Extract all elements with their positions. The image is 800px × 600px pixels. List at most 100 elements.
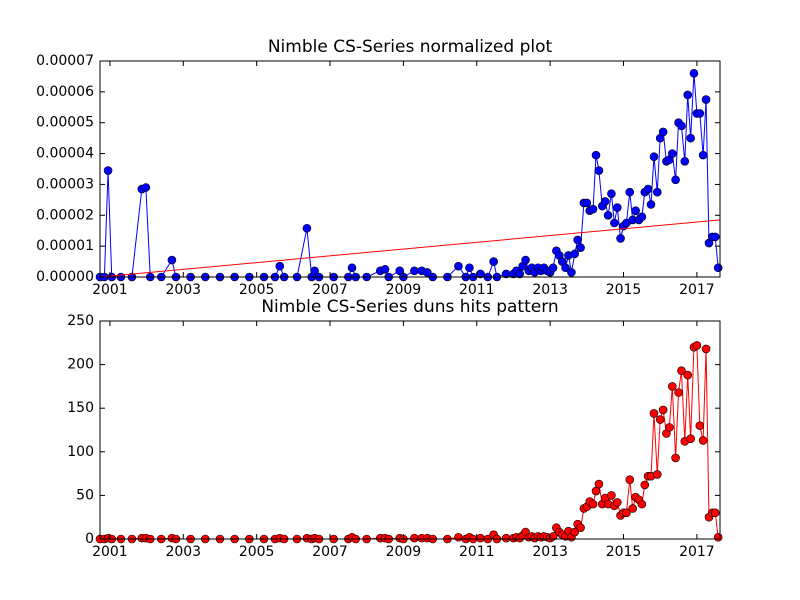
data-point: [677, 366, 686, 376]
data-point: [649, 409, 659, 418]
data-point: [567, 268, 576, 277]
data-point: [548, 263, 558, 273]
y-tick-label: 0.00003: [36, 176, 94, 192]
data-point: [698, 436, 708, 445]
data-point: [588, 204, 598, 214]
y-tick-label: 0.00006: [36, 84, 94, 100]
data-point: [637, 499, 647, 509]
data-point: [652, 470, 662, 479]
data-point: [671, 453, 680, 463]
data-point: [674, 388, 683, 397]
data-point: [501, 533, 511, 543]
y-tick-label: 200: [67, 357, 94, 373]
data-point: [695, 421, 705, 430]
data-point: [668, 382, 677, 391]
data-point: [695, 109, 705, 118]
plot-area: [95, 69, 723, 282]
data-point: [521, 255, 530, 265]
data-point: [594, 479, 604, 489]
x-tick-label: 2017: [679, 544, 715, 560]
data-point: [570, 249, 580, 259]
data-point: [631, 206, 640, 215]
data-point: [347, 263, 357, 273]
data-point: [701, 95, 711, 104]
data-point: [603, 210, 613, 220]
data-point: [698, 150, 708, 160]
y-tick-label: 0.00002: [36, 207, 94, 223]
y-tick-label: 150: [67, 400, 94, 416]
data-point: [658, 127, 668, 137]
data-point: [607, 189, 616, 198]
data-point: [410, 533, 419, 543]
data-point: [680, 156, 690, 166]
y-tick-label: 0.00001: [36, 238, 94, 254]
x-tick-label: 2011: [459, 544, 495, 560]
data-point: [548, 532, 558, 541]
data-point: [710, 508, 720, 518]
x-tick-label: 2003: [165, 544, 201, 560]
x-tick-label: 2001: [92, 282, 128, 298]
data-point: [576, 523, 585, 532]
data-point: [671, 175, 680, 185]
data-point: [713, 263, 723, 273]
y-tick-label: 0.00007: [36, 53, 94, 69]
data-point: [515, 269, 524, 279]
data-point: [454, 532, 463, 542]
x-tick-label: 2015: [606, 282, 642, 298]
chart-title: Nimble CS-Series normalized plot: [268, 37, 553, 57]
data-point: [454, 261, 463, 271]
data-point: [640, 480, 650, 490]
data-point: [692, 341, 702, 350]
data-point: [612, 498, 622, 507]
data-point: [710, 232, 720, 242]
y-tick-label: 100: [67, 444, 94, 460]
data-point: [658, 405, 668, 415]
x-tick-label: 2013: [532, 282, 568, 298]
data-point: [380, 264, 390, 274]
data-point: [677, 121, 686, 131]
data-point: [652, 187, 662, 197]
data-point: [167, 255, 177, 265]
data-point: [310, 266, 319, 276]
data-point: [612, 203, 622, 212]
data-point: [103, 166, 113, 175]
x-tick-label: 2007: [312, 544, 348, 560]
data-point: [561, 263, 570, 273]
data-point: [610, 218, 619, 228]
plot-area: [95, 341, 723, 544]
data-point: [713, 532, 723, 542]
data-point: [625, 187, 635, 197]
data-point: [637, 212, 647, 222]
data-point: [476, 533, 485, 543]
data-point: [668, 149, 677, 158]
data-point: [489, 257, 498, 266]
data-point: [582, 198, 592, 208]
series-line: [99, 219, 721, 278]
data-point: [576, 243, 585, 252]
chart-title: Nimble CS-Series duns hits pattern: [261, 297, 558, 317]
data-point: [665, 423, 674, 432]
data-point: [275, 261, 285, 271]
data-point: [573, 235, 582, 245]
data-point: [570, 527, 580, 537]
axes-frame: [99, 320, 721, 540]
x-tick-label: 2005: [239, 282, 275, 298]
data-point: [628, 504, 637, 513]
data-point: [683, 90, 693, 100]
data-point: [655, 415, 665, 424]
axes-frame: [99, 60, 721, 278]
data-point: [689, 69, 699, 78]
data-point: [607, 491, 616, 500]
y-tick-label: 0.00000: [36, 269, 94, 285]
x-tick-label: 2011: [459, 282, 495, 298]
x-tick-label: 2003: [165, 282, 201, 298]
x-tick-label: 2007: [312, 282, 348, 298]
x-tick-label: 2013: [532, 544, 568, 560]
data-point: [643, 184, 653, 194]
data-point: [616, 234, 625, 243]
y-tick-label: 250: [67, 313, 94, 329]
data-point: [302, 223, 312, 233]
x-tick-label: 2015: [606, 544, 642, 560]
x-tick-label: 2009: [386, 282, 422, 298]
